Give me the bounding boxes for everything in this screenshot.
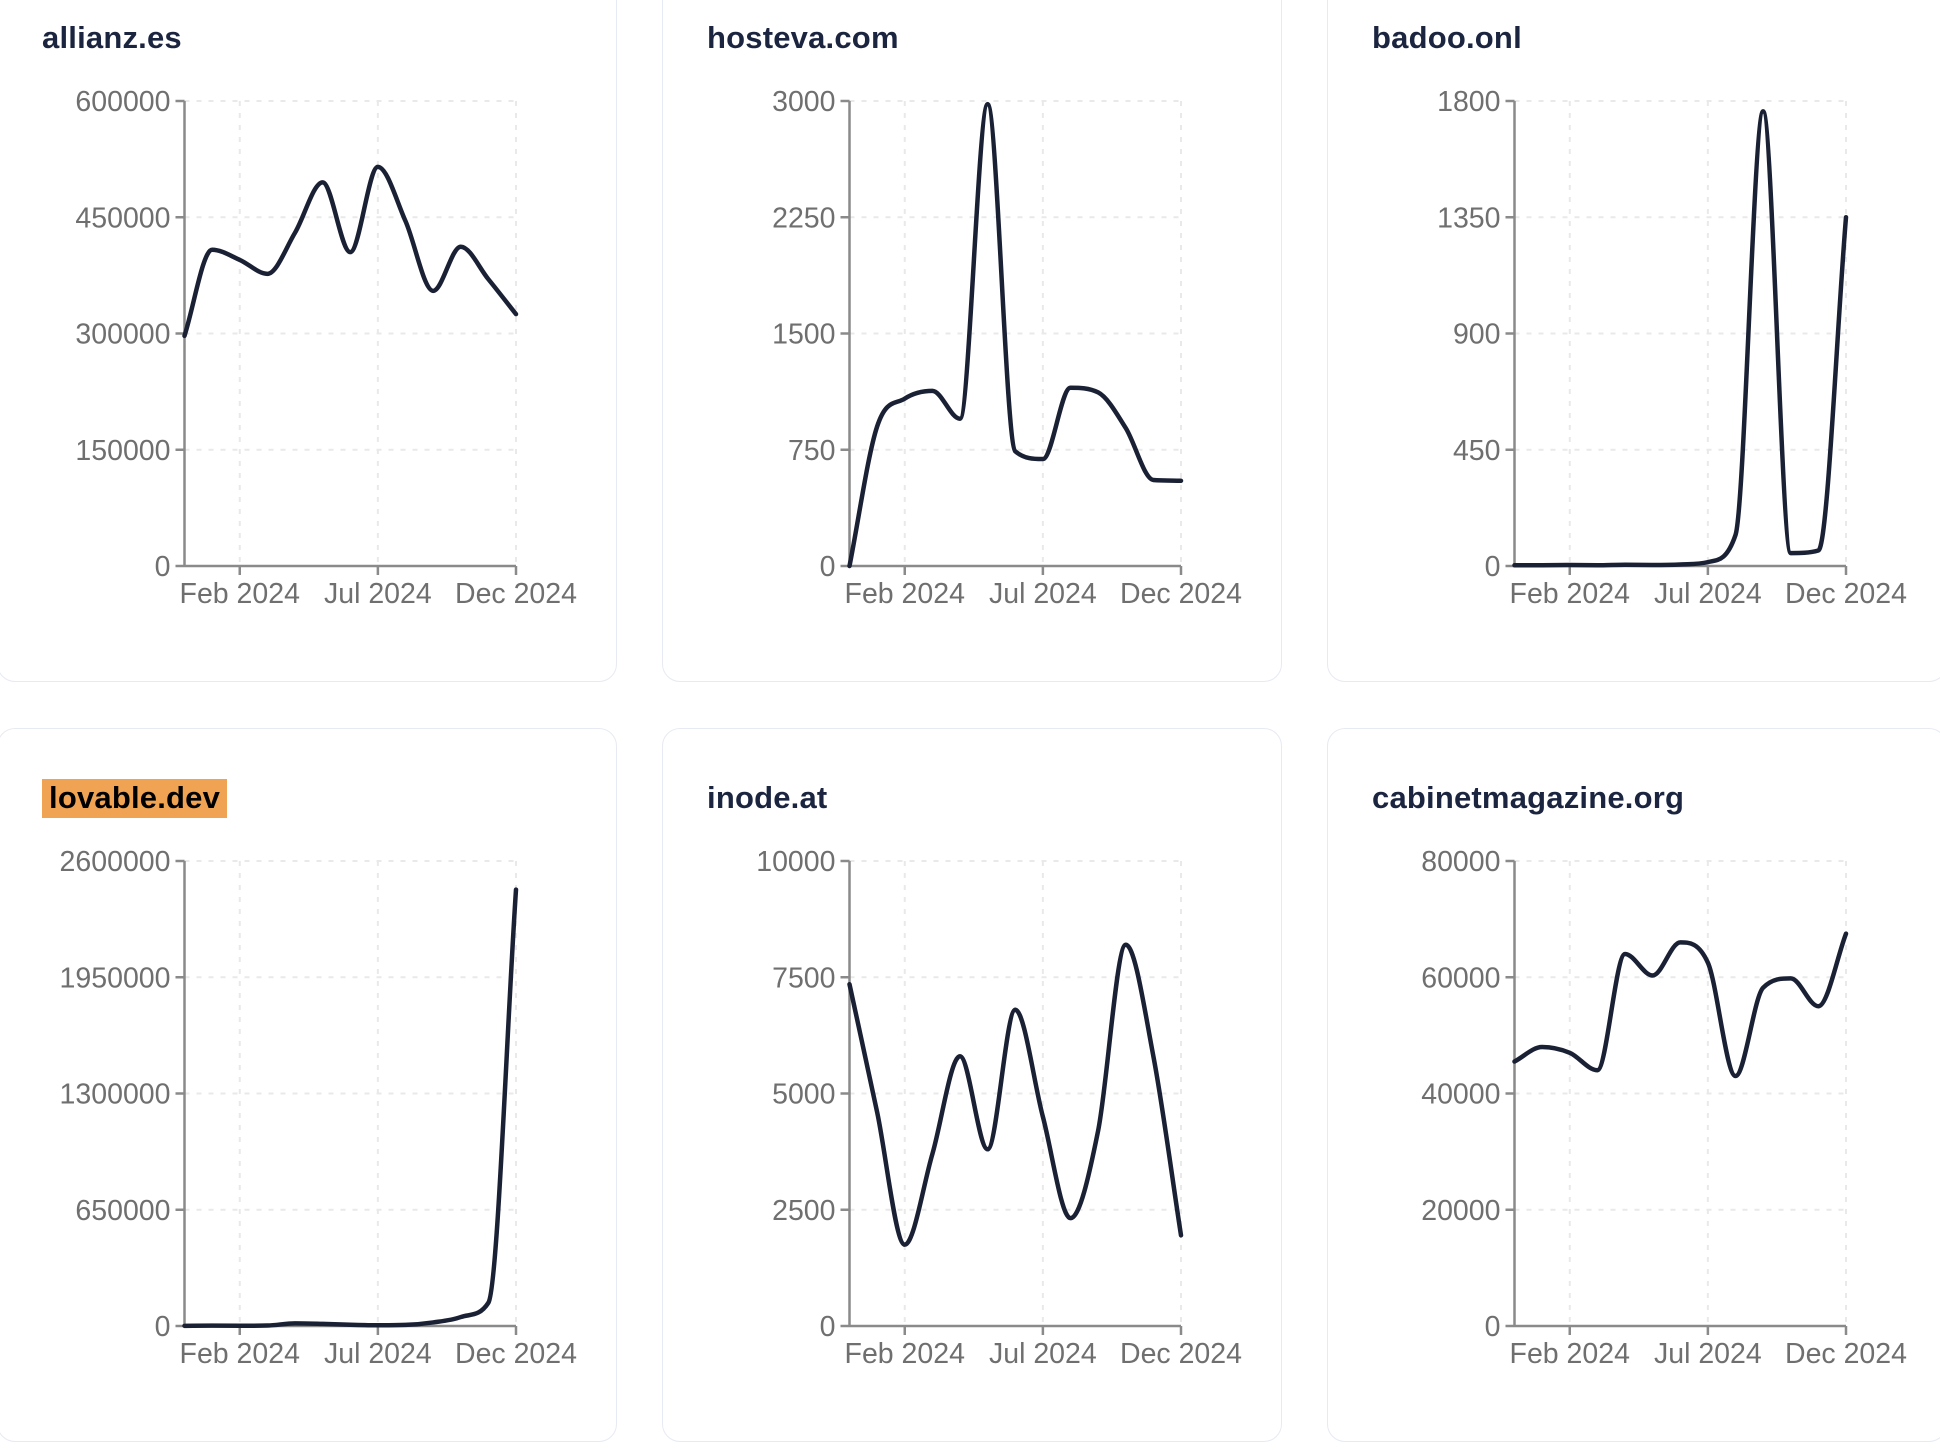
chart-title: hosteva.com bbox=[707, 19, 899, 57]
x-tick-label: Feb 2024 bbox=[845, 1338, 966, 1370]
y-tick-label: 2600000 bbox=[60, 846, 171, 878]
chart-title-text: cabinetmagazine.org bbox=[1372, 780, 1685, 815]
chart-title: badoo.onl bbox=[1372, 19, 1522, 57]
line-chart[interactable]: 0 650000 1300000 1950000 2600000 Feb 2024 Jul … bbox=[0, 729, 618, 1389]
y-tick-label: 1500 bbox=[772, 319, 835, 351]
x-tick-label: Jul 2024 bbox=[324, 1338, 432, 1370]
x-tick-label: Dec 2024 bbox=[455, 1338, 577, 1370]
chart-card-lovable-dev: lovable.dev 0 650000 1300000 1950000 2600000… bbox=[0, 728, 617, 1442]
series-line bbox=[847, 101, 1184, 569]
x-tick-label: Dec 2024 bbox=[1120, 1338, 1242, 1370]
y-tick-label: 300000 bbox=[75, 319, 170, 351]
y-tick-label: 750 bbox=[788, 435, 836, 467]
chart-title: lovable.dev bbox=[42, 779, 228, 818]
x-tick-label: Feb 2024 bbox=[845, 578, 966, 610]
y-tick-label: 900 bbox=[1453, 319, 1501, 351]
chart-title-text: allianz.es bbox=[42, 20, 182, 55]
line-chart[interactable]: 0 20000 40000 60000 80000 Feb 2024 Jul 2024 Dec… bbox=[1328, 729, 1940, 1389]
x-tick-label: Feb 2024 bbox=[1510, 578, 1631, 610]
y-tick-label: 1800 bbox=[1437, 86, 1500, 118]
line-chart[interactable]: 0 2500 5000 7500 10000 Feb 2024 Jul 2024 Dec 20… bbox=[663, 729, 1283, 1389]
chart-title-text: badoo.onl bbox=[1372, 20, 1522, 55]
chart-title-text: lovable.dev bbox=[42, 779, 228, 818]
x-tick-label: Dec 2024 bbox=[455, 578, 577, 610]
y-tick-label: 1350 bbox=[1437, 202, 1500, 234]
y-tick-label: 20000 bbox=[1421, 1195, 1500, 1227]
y-tick-label: 3000 bbox=[772, 86, 835, 118]
y-tick-label: 0 bbox=[1485, 1311, 1501, 1343]
line-chart[interactable]: 0 750 1500 2250 3000 Feb 2024 Jul 2024 Dec 2024 bbox=[663, 0, 1283, 629]
y-tick-label: 1950000 bbox=[60, 962, 171, 994]
y-tick-label: 2250 bbox=[772, 202, 835, 234]
chart-title-text: inode.at bbox=[707, 780, 828, 815]
series-line bbox=[1512, 109, 1849, 568]
x-tick-label: Jul 2024 bbox=[1654, 1338, 1762, 1370]
y-tick-label: 600000 bbox=[75, 86, 170, 118]
chart-title-text: hosteva.com bbox=[707, 20, 899, 55]
y-tick-label: 80000 bbox=[1421, 846, 1500, 878]
chart-card-hosteva-com: hosteva.com 0 750 1500 2250 3000 Feb 2024 Jul … bbox=[662, 0, 1282, 682]
y-tick-label: 1300000 bbox=[60, 1079, 171, 1111]
y-tick-label: 650000 bbox=[75, 1195, 170, 1227]
series-line bbox=[182, 887, 519, 1329]
x-tick-label: Dec 2024 bbox=[1785, 578, 1907, 610]
x-tick-label: Feb 2024 bbox=[180, 578, 301, 610]
y-tick-label: 60000 bbox=[1421, 962, 1500, 994]
series-line bbox=[1512, 931, 1849, 1079]
line-chart[interactable]: 0 450 900 1350 1800 Feb 2024 Jul 2024 Dec 2024 bbox=[1328, 0, 1940, 629]
chart-card-allianz-es: allianz.es 0 150000 300000 450000 600000 Feb … bbox=[0, 0, 617, 682]
y-tick-label: 0 bbox=[155, 551, 171, 583]
x-tick-label: Jul 2024 bbox=[324, 578, 432, 610]
x-tick-label: Dec 2024 bbox=[1120, 578, 1242, 610]
series-line bbox=[182, 164, 519, 339]
series-line bbox=[847, 942, 1184, 1247]
chart-title: inode.at bbox=[707, 779, 827, 817]
y-tick-label: 40000 bbox=[1421, 1079, 1500, 1111]
chart-title: cabinetmagazine.org bbox=[1372, 779, 1684, 817]
x-tick-label: Jul 2024 bbox=[989, 578, 1097, 610]
y-tick-label: 0 bbox=[155, 1311, 171, 1343]
x-tick-label: Dec 2024 bbox=[1785, 1338, 1907, 1370]
line-chart[interactable]: 0 150000 300000 450000 600000 Feb 2024 Jul 202… bbox=[0, 0, 618, 629]
y-tick-label: 0 bbox=[1485, 551, 1501, 583]
y-tick-label: 0 bbox=[820, 551, 836, 583]
y-tick-label: 450000 bbox=[75, 202, 170, 234]
x-tick-label: Feb 2024 bbox=[180, 1338, 301, 1370]
y-tick-label: 10000 bbox=[756, 846, 835, 878]
x-tick-label: Jul 2024 bbox=[989, 1338, 1097, 1370]
chart-card-badoo-onl: badoo.onl 0 450 900 1350 1800 Feb 2024 Jul 202… bbox=[1327, 0, 1940, 682]
y-tick-label: 0 bbox=[820, 1311, 836, 1343]
chart-card-cabinetmagazine-org: cabinetmagazine.org 0 20000 40000 60000 8000… bbox=[1327, 728, 1940, 1442]
chart-card-inode-at: inode.at 0 2500 5000 7500 10000 Feb 2024 Jul 2… bbox=[662, 728, 1282, 1442]
x-tick-label: Feb 2024 bbox=[1510, 1338, 1631, 1370]
y-tick-label: 5000 bbox=[772, 1079, 835, 1111]
y-tick-label: 7500 bbox=[772, 962, 835, 994]
y-tick-label: 150000 bbox=[75, 435, 170, 467]
y-tick-label: 450 bbox=[1453, 435, 1501, 467]
chart-title: allianz.es bbox=[42, 19, 182, 57]
y-tick-label: 2500 bbox=[772, 1195, 835, 1227]
x-tick-label: Jul 2024 bbox=[1654, 578, 1762, 610]
